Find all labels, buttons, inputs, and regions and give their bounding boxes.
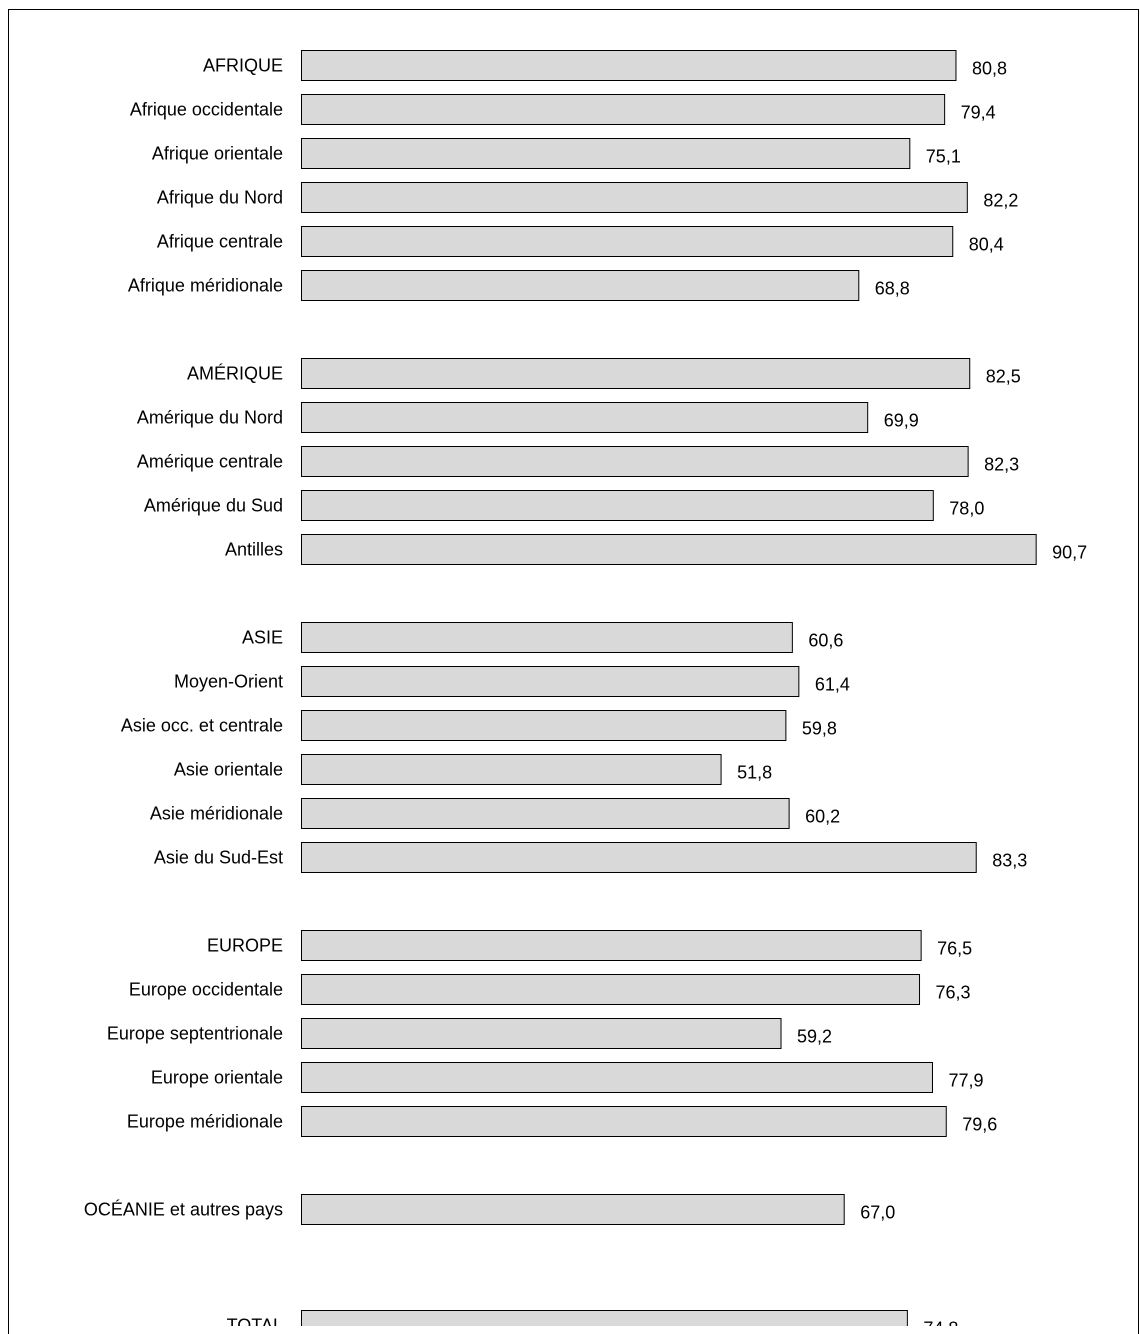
category-label: EUROPE xyxy=(207,936,283,956)
value-label: 83,3 xyxy=(992,851,1027,871)
value-label: 51,8 xyxy=(737,763,772,783)
value-label: 67,0 xyxy=(860,1203,895,1223)
category-label: Amérique du Sud xyxy=(144,496,283,516)
value-label: 59,2 xyxy=(797,1027,832,1047)
category-label: Afrique centrale xyxy=(157,232,283,252)
category-label: Europe orientale xyxy=(151,1068,283,1088)
value-label: 79,4 xyxy=(961,103,996,123)
category-label: Afrique occidentale xyxy=(130,100,283,120)
bar xyxy=(301,710,787,741)
bar xyxy=(301,446,969,477)
bar xyxy=(301,622,793,653)
category-label: Europe occidentale xyxy=(129,980,283,1000)
value-label: 82,5 xyxy=(986,367,1021,387)
bar xyxy=(301,402,869,433)
bar xyxy=(301,1062,933,1093)
bar xyxy=(301,666,800,697)
bar xyxy=(301,50,957,81)
value-label: 79,6 xyxy=(962,1115,997,1135)
category-label: Asie du Sud-Est xyxy=(154,848,283,868)
value-label: 80,4 xyxy=(969,235,1004,255)
value-label: 68,8 xyxy=(875,279,910,299)
value-label: 82,3 xyxy=(984,455,1019,475)
bar xyxy=(301,94,946,125)
bar xyxy=(301,1310,908,1326)
bar xyxy=(301,226,954,257)
value-label: 76,5 xyxy=(937,939,972,959)
category-label: Asie occ. et centrale xyxy=(121,716,283,736)
value-label: 75,1 xyxy=(926,147,961,167)
value-label: 82,2 xyxy=(983,191,1018,211)
value-label: 80,8 xyxy=(972,59,1007,79)
bar xyxy=(301,490,934,521)
category-label: Antilles xyxy=(225,540,283,560)
value-label: 74,8 xyxy=(923,1319,958,1327)
bar xyxy=(301,798,790,829)
bar xyxy=(301,1194,845,1225)
bar xyxy=(301,930,922,961)
category-label: Asie orientale xyxy=(174,760,283,780)
category-label: Asie méridionale xyxy=(150,804,283,824)
category-label: OCÉANIE et autres pays xyxy=(84,1200,283,1220)
value-label: 60,2 xyxy=(805,807,840,827)
bar xyxy=(301,842,977,873)
value-label: 60,6 xyxy=(808,631,843,651)
bar xyxy=(301,1106,947,1137)
bar xyxy=(301,138,911,169)
value-label: 59,8 xyxy=(802,719,837,739)
value-label: 76,3 xyxy=(936,983,971,1003)
value-label: 77,9 xyxy=(948,1071,983,1091)
bar xyxy=(301,754,722,785)
value-label: 90,7 xyxy=(1052,543,1087,563)
bar xyxy=(301,534,1037,565)
value-label: 61,4 xyxy=(815,675,850,695)
bar xyxy=(301,974,921,1005)
category-label: Afrique orientale xyxy=(152,144,283,164)
bar xyxy=(301,182,968,213)
category-label: Europe méridionale xyxy=(127,1112,283,1132)
chart-frame xyxy=(8,9,1139,1334)
category-label: ASIE xyxy=(242,628,283,648)
bar xyxy=(301,358,971,389)
bar xyxy=(301,1018,782,1049)
category-label: Amérique centrale xyxy=(137,452,283,472)
bar xyxy=(301,270,860,301)
category-label: Afrique du Nord xyxy=(157,188,283,208)
category-label: AMÉRIQUE xyxy=(187,364,283,384)
category-label: TOTAL xyxy=(227,1316,283,1327)
category-label: Moyen-Orient xyxy=(174,672,283,692)
value-label: 69,9 xyxy=(884,411,919,431)
category-label: Europe septentrionale xyxy=(107,1024,283,1044)
category-label: Afrique méridionale xyxy=(128,276,283,296)
value-label: 78,0 xyxy=(949,499,984,519)
category-label: Amérique du Nord xyxy=(137,408,283,428)
category-label: AFRIQUE xyxy=(203,56,283,76)
